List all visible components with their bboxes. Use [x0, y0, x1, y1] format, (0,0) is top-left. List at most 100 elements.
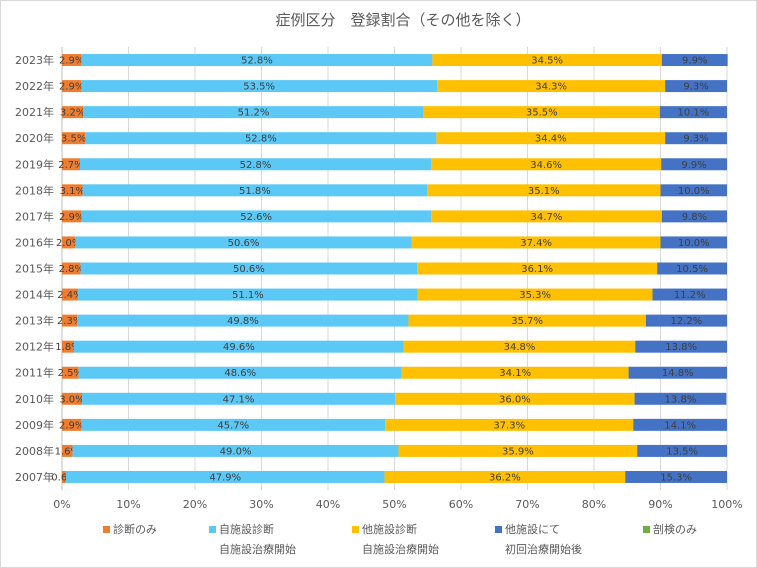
data-label: 50.6%: [228, 238, 260, 249]
bar-segment: [73, 340, 404, 353]
x-tick-label: 20%: [183, 498, 207, 511]
data-label: 13.8%: [665, 342, 697, 353]
data-label: 49.8%: [227, 316, 259, 327]
bar-segment: [62, 106, 84, 119]
data-label: 52.8%: [240, 160, 272, 171]
bar-segment: [384, 470, 626, 483]
data-label: 10.0%: [678, 186, 710, 197]
bar-segment: [395, 392, 635, 405]
bar-segment: [661, 158, 727, 171]
data-label: 2.5%: [58, 368, 83, 379]
data-label: 47.1%: [223, 394, 255, 405]
y-tick-label: 2021年: [15, 105, 54, 119]
legend-label: 剖検のみ: [653, 522, 697, 536]
data-label: 53.5%: [243, 82, 275, 93]
data-label: 50.6%: [233, 264, 265, 275]
legend-label: 他施設にて: [505, 522, 560, 536]
y-tick-label: 2013年: [15, 314, 54, 328]
bar-segment: [62, 158, 80, 171]
bar-segment: [62, 236, 76, 249]
data-label: 9.8%: [682, 212, 707, 223]
data-label: 34.6%: [530, 160, 562, 171]
bar-segment: [625, 470, 727, 483]
data-label: 2.9%: [59, 56, 84, 67]
bar-segment: [79, 158, 432, 171]
bar-segment: [432, 54, 662, 67]
data-label: 1.6%: [55, 446, 80, 457]
bar-segment: [660, 236, 727, 249]
data-label: 35.1%: [528, 186, 560, 197]
y-tick-label: 2014年: [15, 288, 54, 302]
bar-segment: [417, 262, 658, 275]
data-label: 9.3%: [683, 82, 708, 93]
data-label: 47.9%: [209, 472, 241, 483]
bar-segment: [423, 106, 660, 119]
data-label: 34.8%: [504, 342, 536, 353]
bar-segment: [62, 262, 81, 275]
bar-segment: [81, 210, 432, 223]
x-tick-label: 30%: [249, 498, 273, 511]
legend-label-line2: 自施設治療開始: [362, 542, 439, 556]
x-tick-label: 60%: [449, 498, 473, 511]
data-label: 34.3%: [535, 82, 567, 93]
bar-segment: [62, 314, 78, 327]
bar-segment: [62, 340, 74, 353]
bar-segment: [80, 262, 418, 275]
bar-segment: [62, 470, 66, 483]
x-tick-label: 70%: [515, 498, 539, 511]
bar-segment: [427, 184, 661, 197]
y-tick-label: 2015年: [15, 262, 54, 276]
x-tick-label: 40%: [316, 498, 340, 511]
bar-segment: [437, 80, 666, 93]
y-tick-label: 2008年: [15, 444, 54, 458]
bar-segment: [78, 366, 402, 379]
data-label: 2.9%: [59, 420, 84, 431]
bar-segment: [81, 80, 438, 93]
legend-swatch: [495, 526, 502, 533]
data-label: 2.4%: [57, 290, 82, 301]
x-tick-label: 80%: [582, 498, 606, 511]
data-label: 48.6%: [224, 368, 256, 379]
bar-segment: [661, 210, 727, 223]
bar-segment: [65, 470, 385, 483]
y-tick-label: 2010年: [15, 392, 54, 406]
y-tick-label: 2007年: [15, 470, 54, 484]
data-label: 12.2%: [671, 316, 703, 327]
bar-segment: [83, 106, 424, 119]
bar-segment: [652, 288, 727, 301]
data-label: 1.8%: [55, 342, 80, 353]
data-label: 35.9%: [502, 446, 534, 457]
data-label: 10.1%: [678, 108, 710, 119]
bar-segment: [62, 80, 82, 93]
y-tick-label: 2017年: [15, 209, 54, 223]
bar-segment: [85, 132, 437, 145]
bar-segment: [62, 288, 78, 301]
y-tick-label: 2009年: [15, 418, 54, 432]
data-label: 36.1%: [521, 264, 553, 275]
bar-segment: [628, 366, 727, 379]
data-label: 9.9%: [681, 160, 706, 171]
bar-segment: [661, 54, 728, 67]
bar-segment: [82, 184, 428, 197]
data-label: 37.4%: [520, 238, 552, 249]
data-label: 35.5%: [526, 108, 558, 119]
data-label: 11.2%: [674, 290, 706, 301]
data-label: 52.8%: [245, 134, 277, 145]
x-tick-label: 100%: [711, 498, 742, 511]
bar-segment: [72, 444, 399, 457]
x-tick-label: 0%: [53, 498, 70, 511]
data-label: 14.1%: [664, 420, 696, 431]
data-label: 2.3%: [57, 316, 82, 327]
bar-segment: [62, 132, 86, 145]
bar-segment: [401, 366, 629, 379]
y-tick-label: 2022年: [15, 79, 54, 93]
bar-segment: [403, 340, 636, 353]
bar-segment: [81, 54, 433, 67]
data-label: 51.8%: [239, 186, 271, 197]
legend-label: 診断のみ: [113, 522, 157, 536]
y-tick-label: 2018年: [15, 183, 54, 197]
bar-segment: [645, 314, 727, 327]
legend-swatch: [352, 526, 359, 533]
data-label: 2.0%: [56, 238, 81, 249]
data-label: 37.3%: [493, 420, 525, 431]
